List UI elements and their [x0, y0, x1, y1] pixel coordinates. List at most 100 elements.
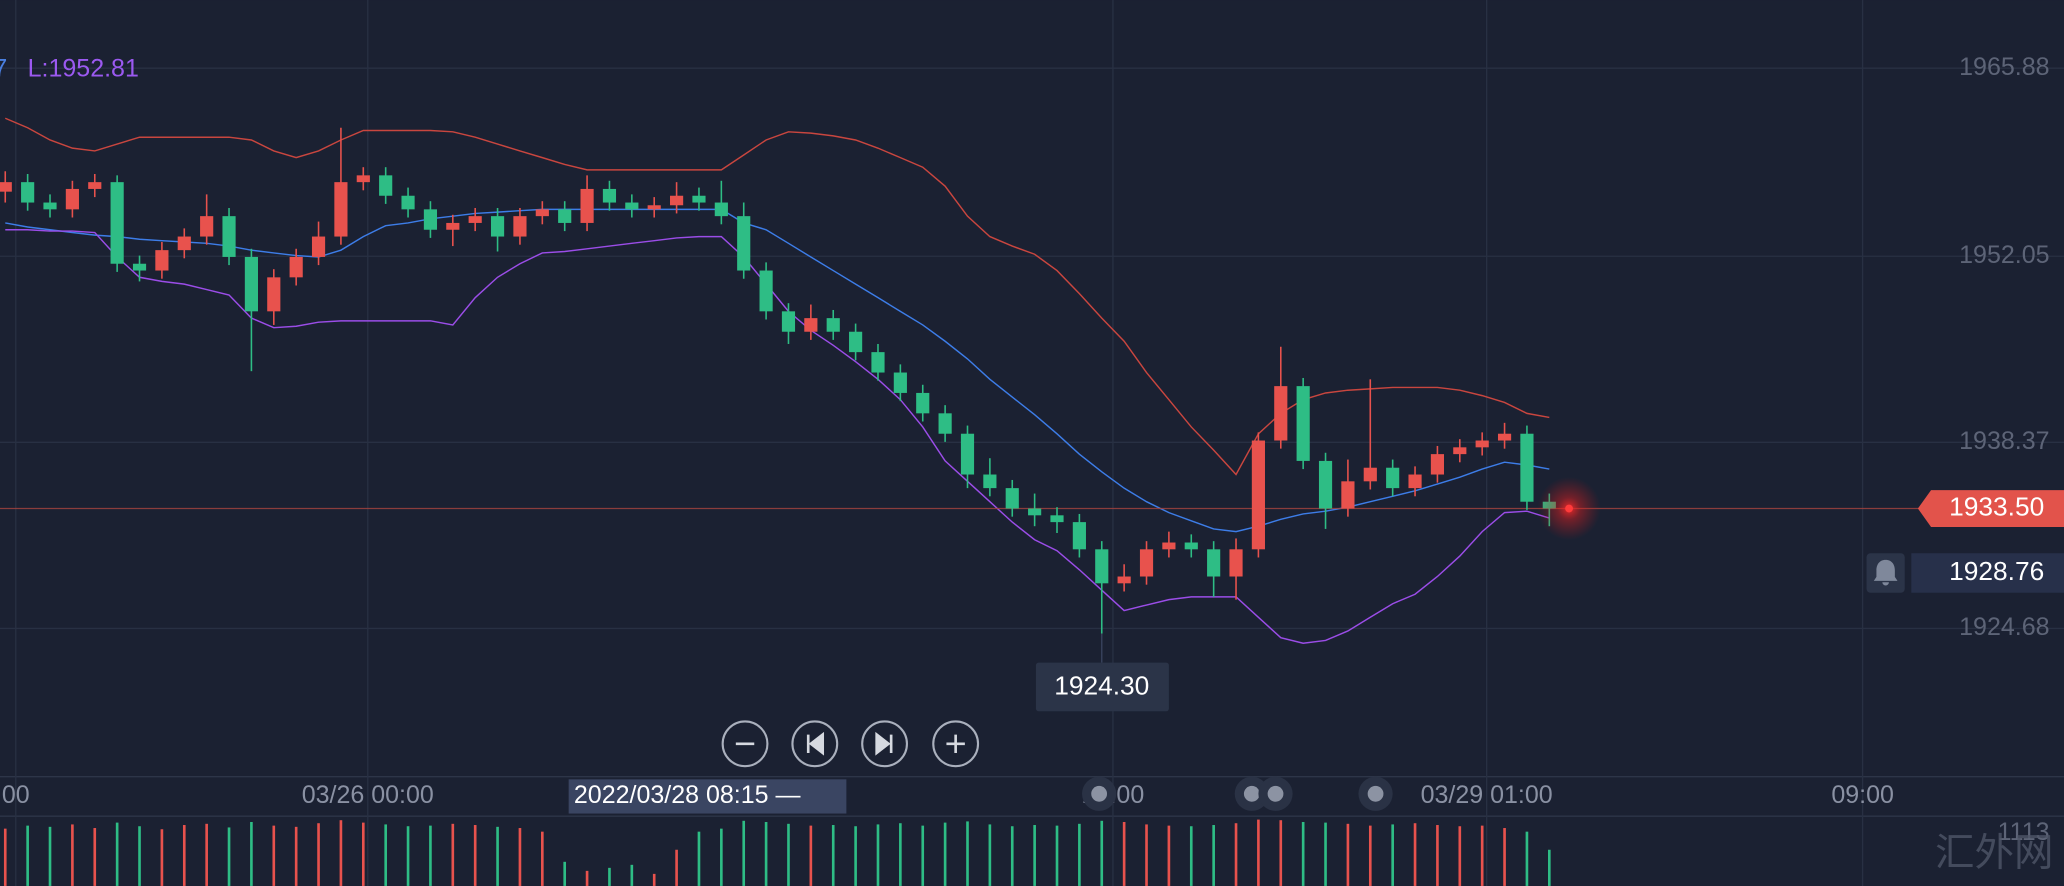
candle-body — [1139, 549, 1154, 577]
volume-bar — [1145, 824, 1148, 886]
volume-bar — [384, 824, 387, 886]
candle-body — [1274, 386, 1288, 441]
candle-body — [1475, 440, 1489, 448]
volume-bar — [1167, 825, 1171, 886]
volume-bar — [1279, 820, 1283, 886]
volume-bar — [809, 825, 813, 886]
alert-price-box — [1911, 553, 2064, 593]
candle-body — [1162, 542, 1176, 550]
axis-toggle-dot — [1267, 785, 1284, 802]
candle-body — [692, 195, 706, 203]
volume-bar — [451, 823, 455, 886]
volume-bar — [1212, 825, 1215, 886]
volume-bar — [742, 820, 746, 886]
volume-bar — [988, 824, 992, 886]
candle-body — [423, 209, 438, 230]
volume-bar — [876, 824, 880, 886]
alert-price-label: 1928.76 — [1949, 556, 2044, 586]
watermark: 汇外网 — [1935, 831, 2053, 875]
candle-body — [43, 202, 57, 210]
crosshair-label: 2022/03/28 08:15 — — [574, 781, 801, 809]
candle-body — [155, 250, 169, 271]
candle-body — [960, 433, 975, 475]
alert-bell-icon — [1873, 559, 1898, 586]
volume-bar — [541, 831, 544, 886]
band-line — [5, 229, 1550, 644]
price-tag — [1917, 490, 2064, 527]
candle-body — [222, 216, 236, 257]
candle-body — [625, 202, 639, 210]
volume-bar — [1234, 823, 1238, 886]
volume-bar — [518, 828, 522, 886]
x-tick-label: 03/26 00:00 — [302, 781, 434, 809]
y-tick-label: 1924.68 — [1959, 613, 2049, 641]
volume-bar — [473, 825, 477, 886]
volume-bar — [48, 826, 52, 886]
volume-bar — [1391, 824, 1394, 886]
volume-bar — [563, 861, 567, 886]
candle-body — [513, 216, 527, 237]
volume-bar — [921, 825, 925, 886]
volume-bar — [1547, 849, 1551, 886]
candle-body — [558, 209, 572, 223]
volume-bar — [429, 825, 432, 886]
candle-body — [938, 413, 952, 434]
candle-body — [1408, 474, 1422, 489]
nav-button-icon — [806, 731, 825, 756]
volume-bar — [1100, 820, 1104, 886]
candle-body — [849, 331, 863, 353]
candle-body — [737, 216, 751, 271]
volume-bar — [1078, 823, 1081, 886]
volume-bar — [787, 823, 790, 886]
candle-body — [132, 263, 147, 271]
candle-body — [110, 182, 124, 264]
candle-body — [244, 256, 258, 312]
volume-bar — [1189, 826, 1193, 886]
volume-bar — [1033, 825, 1036, 886]
candle-body — [1296, 386, 1310, 461]
volume-bar — [294, 826, 298, 886]
candle-body — [88, 182, 102, 189]
volume-bar — [943, 822, 947, 886]
axis-toggle-dot — [1091, 785, 1108, 802]
volume-bar — [1458, 826, 1462, 886]
volume-bar — [1346, 823, 1350, 886]
volume-bar — [630, 864, 634, 886]
candle-body — [200, 216, 214, 237]
candle-body — [781, 311, 796, 332]
volume-bar — [115, 822, 119, 886]
volume-bar — [272, 825, 276, 886]
volume-bar — [585, 870, 589, 886]
volume-bar — [1368, 825, 1372, 886]
candle-body — [1028, 508, 1042, 516]
volume-bar — [317, 823, 320, 886]
volume-bar — [1010, 826, 1014, 886]
candle-body — [379, 175, 393, 196]
volume-bar — [697, 831, 701, 886]
candle-body — [401, 195, 415, 210]
volume-bar — [1413, 823, 1417, 886]
band-line — [4, 117, 1550, 476]
candle-body — [1386, 467, 1400, 489]
live-dot — [1565, 504, 1574, 513]
candle-body — [490, 216, 505, 237]
volume-bar — [652, 873, 656, 886]
candle-body — [602, 188, 617, 203]
volume-bar — [496, 826, 499, 886]
candle-body — [65, 188, 79, 210]
axis-toggle-dot — [1367, 785, 1384, 802]
volume-bar — [966, 821, 969, 886]
volume-bar — [71, 824, 74, 886]
candle-body — [1520, 433, 1534, 502]
volume-bar — [1480, 825, 1484, 886]
candle-body — [647, 205, 661, 210]
indicator-fragment: 7 — [0, 54, 7, 82]
candle-body — [1184, 542, 1198, 550]
x-tick-label: 00 — [2, 781, 30, 809]
candle-body — [1318, 460, 1333, 509]
volume-bar — [361, 822, 365, 886]
volume-bar — [138, 826, 141, 886]
candle-body — [1117, 576, 1131, 584]
